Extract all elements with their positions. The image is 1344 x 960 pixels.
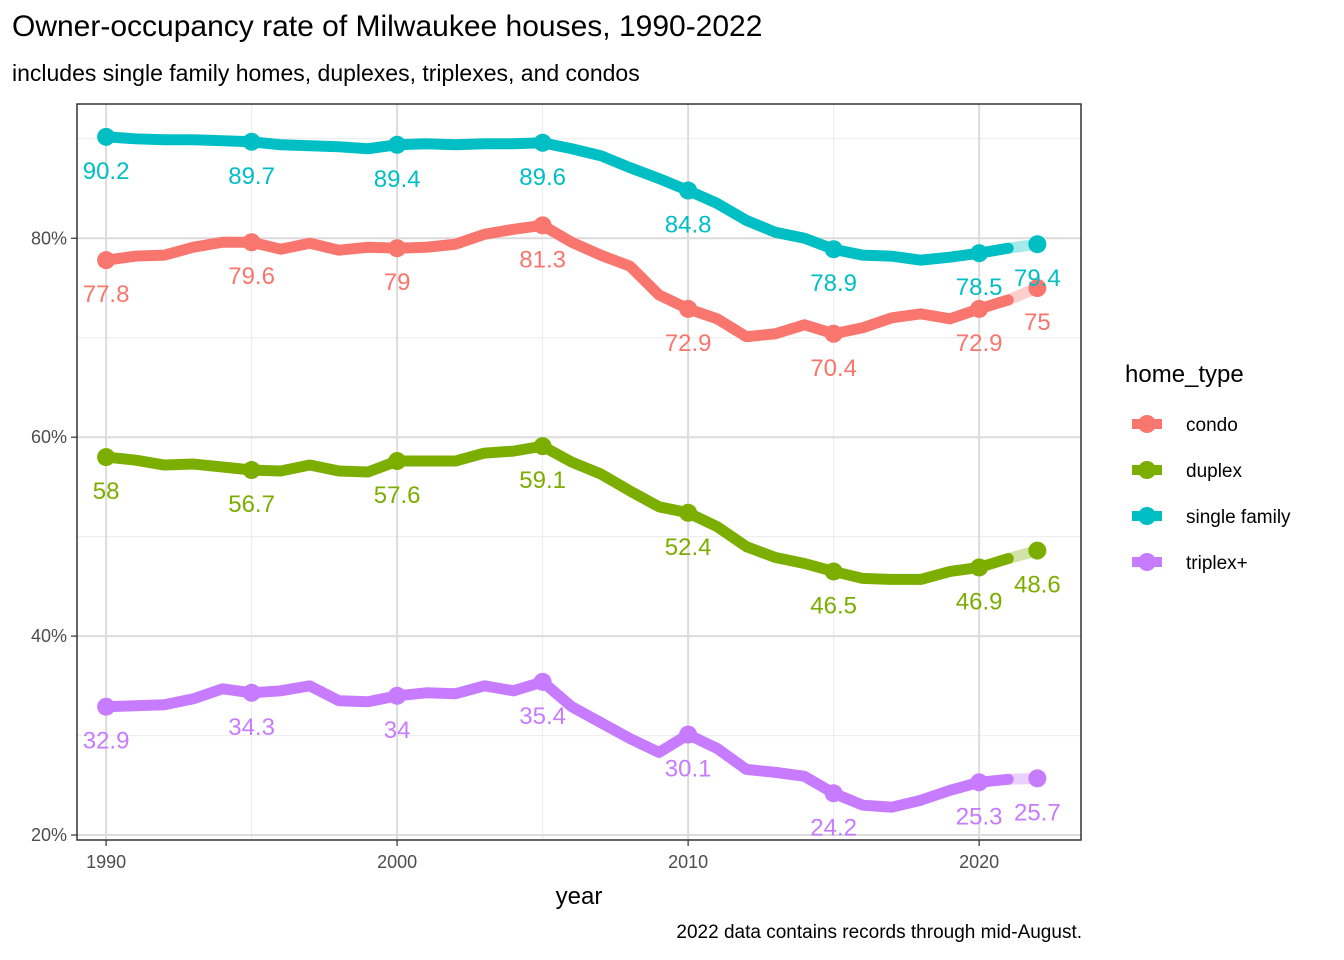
data-label: 35.4	[519, 703, 566, 730]
data-point	[533, 672, 552, 691]
data-label: 77.8	[83, 281, 130, 308]
data-label: 79.6	[228, 263, 275, 290]
data-point	[97, 448, 116, 467]
legend-title: home_type	[1125, 361, 1244, 388]
x-tick-label: 2000	[377, 852, 417, 872]
data-point	[242, 233, 261, 252]
data-point	[970, 773, 989, 792]
x-tick-label: 2010	[668, 852, 708, 872]
series-triplex+: 32.9 34.3 34 35.4 30.1 24.2 25.3 25.7	[83, 672, 1061, 841]
data-point	[1028, 279, 1047, 297]
data-label: 30.1	[665, 756, 712, 783]
data-point	[242, 461, 261, 480]
legend-key-point	[1138, 415, 1156, 433]
data-point	[970, 244, 989, 263]
legend-item: condo	[1132, 415, 1238, 436]
data-label: 89.4	[374, 166, 421, 193]
data-point	[1028, 541, 1047, 560]
data-point	[97, 251, 116, 270]
data-point	[824, 324, 843, 343]
data-point	[1028, 769, 1047, 788]
data-label: 89.7	[228, 163, 275, 190]
data-point	[388, 239, 407, 258]
data-point	[824, 784, 843, 803]
data-label: 89.6	[519, 164, 566, 191]
series-condo: 77.8 79.6 79 81.3 72.9 70.4 72.9 75	[83, 216, 1051, 382]
legend-key-point	[1138, 553, 1156, 571]
data-point	[242, 683, 261, 702]
data-label: 79	[384, 269, 411, 296]
data-point	[679, 299, 698, 318]
data-label: 56.7	[228, 491, 275, 518]
legend-key-point	[1138, 507, 1156, 525]
data-point	[97, 697, 116, 716]
data-point	[1028, 235, 1047, 254]
data-label: 59.1	[519, 467, 566, 494]
y-tick-label: 40%	[31, 626, 67, 646]
data-label: 25.7	[1014, 799, 1061, 826]
data-label: 48.6	[1014, 572, 1061, 599]
data-label: 75	[1024, 309, 1051, 336]
data-label: 90.2	[83, 158, 130, 185]
chart-title: Owner-occupancy rate of Milwaukee houses…	[12, 10, 763, 43]
x-axis-title: year	[556, 883, 603, 910]
data-label: 72.9	[956, 330, 1003, 357]
data-point	[97, 127, 116, 146]
data-point	[970, 558, 989, 577]
legend-key-point	[1138, 461, 1156, 479]
data-point	[970, 299, 989, 318]
legend-label: duplex	[1186, 461, 1242, 482]
data-label: 79.4	[1014, 265, 1061, 292]
legend-item: triplex+	[1132, 553, 1248, 574]
y-tick-label: 20%	[31, 825, 67, 845]
data-point	[824, 240, 843, 259]
data-point	[533, 216, 552, 235]
data-point	[388, 135, 407, 154]
data-point	[679, 725, 698, 744]
plot-border	[76, 103, 1082, 841]
data-label: 52.4	[665, 534, 712, 561]
data-point	[533, 133, 552, 152]
legend-item: duplex	[1132, 461, 1242, 482]
data-label: 25.3	[956, 803, 1003, 830]
y-tick-label: 80%	[31, 228, 67, 248]
data-label: 34	[384, 717, 411, 744]
data-label: 32.9	[83, 728, 130, 755]
data-point	[824, 562, 843, 581]
x-tick-label: 1990	[86, 852, 126, 872]
data-point	[533, 437, 552, 456]
data-point	[388, 686, 407, 705]
data-label: 70.4	[810, 355, 857, 382]
data-label: 78.5	[956, 274, 1003, 301]
series-single-family: 90.2 89.7 89.4 89.6 84.8 78.9 78.5 79.4	[83, 127, 1061, 301]
legend-label: condo	[1186, 415, 1238, 436]
data-label: 81.3	[519, 246, 566, 273]
data-label: 84.8	[665, 212, 712, 239]
y-tick-label: 60%	[31, 427, 67, 447]
chart-caption: 2022 data contains records through mid-A…	[676, 922, 1082, 943]
data-label: 24.2	[810, 814, 857, 841]
data-label: 34.3	[228, 714, 275, 741]
data-label: 78.9	[810, 270, 857, 297]
data-label: 46.9	[956, 588, 1003, 615]
data-point	[388, 452, 407, 471]
data-point	[242, 132, 261, 151]
data-label: 58	[93, 478, 120, 505]
data-label: 46.5	[810, 592, 857, 619]
legend-item: single family	[1132, 507, 1291, 528]
data-point	[679, 503, 698, 522]
data-label: 57.6	[374, 482, 421, 509]
data-label: 72.9	[665, 330, 712, 357]
series-duplex: 58 56.7 57.6 59.1 52.4 46.5 46.9 48.6	[93, 437, 1061, 619]
x-tick-label: 2020	[959, 852, 999, 872]
legend-label: triplex+	[1186, 553, 1248, 574]
legend-label: single family	[1186, 507, 1291, 528]
data-point	[679, 181, 698, 200]
chart-subtitle: includes single family homes, duplexes, …	[12, 60, 640, 86]
